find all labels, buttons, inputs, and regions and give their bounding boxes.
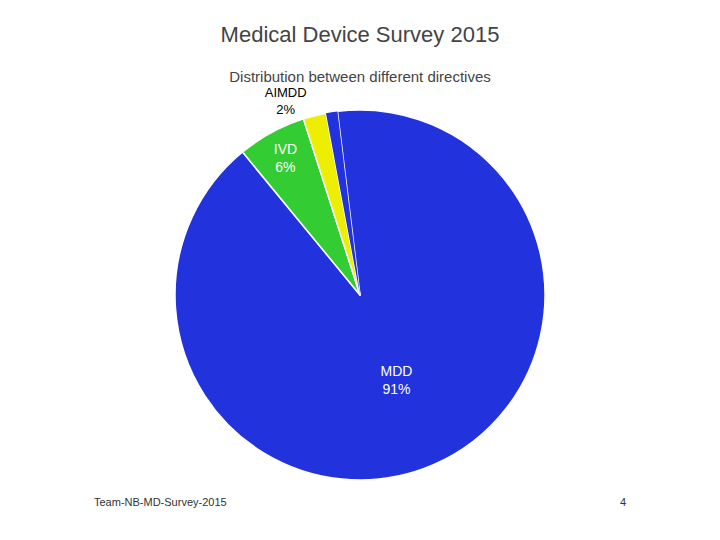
svg-text:Distribution between different: Distribution between different directive… bbox=[229, 68, 491, 85]
svg-text:IVD6%: IVD6% bbox=[274, 141, 297, 175]
svg-text:Team-NB-MD-Survey-2015: Team-NB-MD-Survey-2015 bbox=[94, 496, 227, 508]
svg-text:AIMDD2%: AIMDD2% bbox=[265, 85, 307, 117]
svg-text:MDD91%: MDD91% bbox=[380, 363, 412, 397]
svg-text:4: 4 bbox=[620, 496, 626, 508]
svg-text:Medical Device Survey 2015: Medical Device Survey 2015 bbox=[221, 22, 500, 47]
